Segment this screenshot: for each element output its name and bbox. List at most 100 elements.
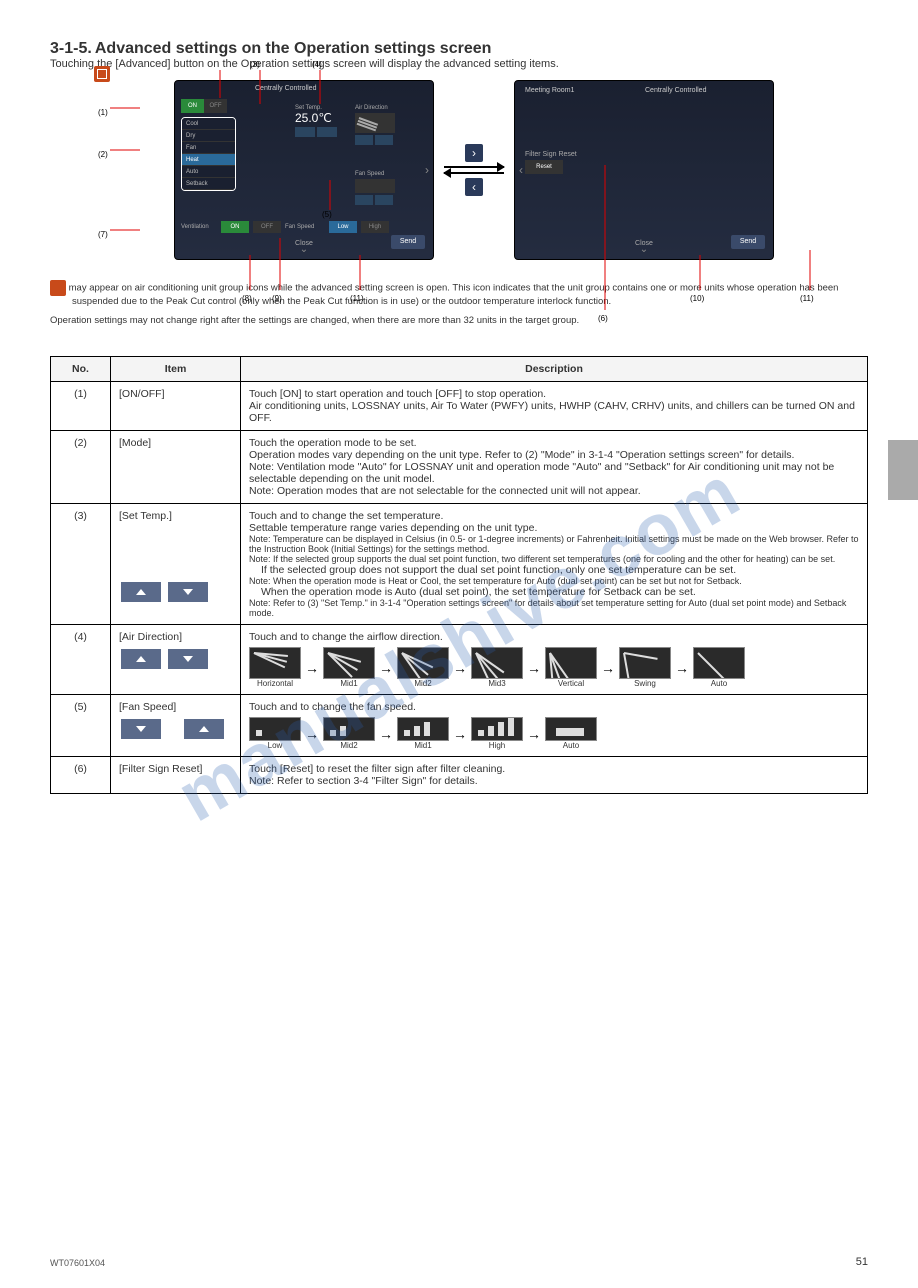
fan-high-icon <box>471 717 523 741</box>
cell-item: [Air Direction] <box>111 625 241 695</box>
cell-desc: Touch and to change the set temperature.… <box>241 504 868 625</box>
airdir-down-icon[interactable] <box>375 135 393 145</box>
seq-arrow-icon: → <box>527 726 541 742</box>
settemp-down-icon[interactable] <box>317 127 337 137</box>
cell-num: (4) <box>51 625 111 695</box>
arrow-column: › ‹ <box>444 144 504 196</box>
callout-5: (5) <box>322 210 332 219</box>
close-button[interactable]: Close <box>295 240 313 253</box>
seq-arrow-icon: → <box>527 660 541 676</box>
row5-item-label: [Fan Speed] <box>119 701 232 713</box>
fanspd-up-icon[interactable] <box>355 195 373 205</box>
fanspd-down-icon2 <box>121 719 161 739</box>
fanspd-label: Fan Speed <box>355 171 405 177</box>
figure-row: Centrally Controlled ON OFF Cool Dry Fan… <box>50 80 868 260</box>
chevron-left-icon: ‹ <box>465 178 483 196</box>
onoff-group: ON OFF <box>181 99 227 113</box>
close-button-2[interactable]: Close <box>635 240 653 253</box>
callout-2: (2) <box>98 150 108 159</box>
page-root: manualshive.com 3-1-5. Advanced settings… <box>0 0 918 1288</box>
seq-lbl: Horizontal <box>257 679 293 688</box>
mode-heat[interactable]: Heat <box>182 154 235 166</box>
filter-reset-button[interactable]: Reset <box>525 160 563 174</box>
seq-lbl: Auto <box>711 679 727 688</box>
off-button[interactable]: OFF <box>204 99 227 113</box>
spec-table: No. Item Description (1) [ON/OFF] Touch … <box>50 356 868 794</box>
fspd-low-button[interactable]: Low <box>329 221 357 233</box>
warn-text-inline: may appear on air conditioning unit grou… <box>69 283 839 307</box>
table-row: (5) [Fan Speed] Touch and to change the … <box>51 695 868 757</box>
seq-lbl: Mid1 <box>340 679 357 688</box>
callout-4: (4) <box>312 60 322 69</box>
table-row: (2) [Mode] Touch the operation mode to b… <box>51 431 868 504</box>
on-button[interactable]: ON <box>181 99 204 113</box>
fspd-label: Fan Speed <box>285 224 325 230</box>
cell-item: [Set Temp.] <box>111 504 241 625</box>
table-row: (6) [Filter Sign Reset] Touch [Reset] to… <box>51 757 868 794</box>
vane-mid3-icon <box>471 647 523 679</box>
mode-cool[interactable]: Cool <box>182 118 235 130</box>
warn-text: Operation settings may not change right … <box>50 315 868 326</box>
cell-item: [Mode] <box>111 431 241 504</box>
cell-desc: Touch and to change the airflow directio… <box>241 625 868 695</box>
temp-down-icon <box>168 582 208 602</box>
airdir-sequence: Horizontal → Mid1 → Mid2 → Mid3 → Vertic… <box>249 647 859 688</box>
r3l4: If the selected group does not support t… <box>249 564 859 576</box>
r3l0: Touch and to change the set temperature. <box>249 510 859 522</box>
seq-lbl: Vertical <box>558 679 584 688</box>
airdir-down-icon2 <box>168 649 208 669</box>
cell-num: (2) <box>51 431 111 504</box>
panel1-next-icon[interactable]: › <box>425 163 429 177</box>
vent-on-button[interactable]: ON <box>221 221 249 233</box>
mode-auto[interactable]: Auto <box>182 166 235 178</box>
cell-num: (1) <box>51 382 111 431</box>
callout-11: (11) <box>350 294 364 303</box>
settemp-value: 25.0℃ <box>295 111 345 125</box>
mode-dry[interactable]: Dry <box>182 130 235 142</box>
cell-desc: Touch and to change the fan speed. Low →… <box>241 695 868 757</box>
vane-mid1-icon <box>323 647 375 679</box>
seq-lbl: Mid1 <box>414 741 431 750</box>
vent-off-button[interactable]: OFF <box>253 221 281 233</box>
mode-list: Cool Dry Fan Heat Auto Setback <box>181 117 236 191</box>
filter-label: Filter Sign Reset <box>525 151 577 158</box>
seq-lbl: High <box>489 741 505 750</box>
airdir-icon <box>355 113 395 133</box>
cell-item: [Fan Speed] <box>111 695 241 757</box>
send-button-1[interactable]: Send <box>391 235 425 249</box>
settemp-up-icon[interactable] <box>295 127 315 137</box>
section-number: 3-1-5. <box>50 40 92 57</box>
callout-8: (8) <box>242 294 252 303</box>
vane-auto-icon <box>693 647 745 679</box>
fspd-high-button[interactable]: High <box>361 221 389 233</box>
panel2-right-label: Centrally Controlled <box>645 87 706 94</box>
table-row: (3) [Set Temp.] Touch and to change the … <box>51 504 868 625</box>
cell-item: [ON/OFF] <box>111 382 241 431</box>
ventilation-row: Ventilation ON OFF Fan Speed Low High <box>181 221 427 233</box>
section-heading: 3-1-5. Advanced settings on the Operatio… <box>50 40 868 58</box>
panel2-left-label: Meeting Room1 <box>525 87 574 94</box>
fanspd-down-icon[interactable] <box>375 195 393 205</box>
seq-lbl: Low <box>268 741 283 750</box>
control-panel-2: Meeting Room1 Centrally Controlled Filte… <box>514 80 774 260</box>
mode-fan[interactable]: Fan <box>182 142 235 154</box>
cell-num: (5) <box>51 695 111 757</box>
bracket-icon-inline <box>50 280 66 296</box>
doc-reference: WT07601X04 <box>50 1258 105 1268</box>
mode-setback[interactable]: Setback <box>182 178 235 190</box>
th-desc: Description <box>241 357 868 382</box>
panel2-prev-icon[interactable]: ‹ <box>519 163 523 177</box>
seq-lbl: Swing <box>634 679 656 688</box>
seq-arrow-icon: → <box>453 726 467 742</box>
table-row: (1) [ON/OFF] Touch [ON] to start operati… <box>51 382 868 431</box>
callout-11b: (11) <box>800 294 814 303</box>
r3l2: Note: Temperature can be displayed in Ce… <box>249 534 859 554</box>
seq-lbl: Mid2 <box>340 741 357 750</box>
seq-arrow-icon: → <box>305 660 319 676</box>
airdir-up-icon[interactable] <box>355 135 373 145</box>
vane-mid2-icon <box>397 647 449 679</box>
vane-horizontal-icon <box>249 647 301 679</box>
fan-auto-icon <box>545 717 597 741</box>
row3-item-label: [Set Temp.] <box>119 510 232 522</box>
send-button-2[interactable]: Send <box>731 235 765 249</box>
